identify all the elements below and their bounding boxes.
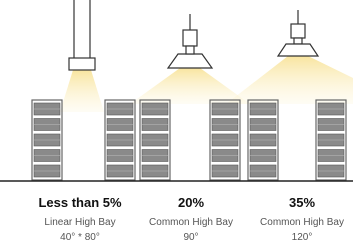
beam-narrow: [60, 70, 104, 112]
lamp-neck: [294, 38, 302, 44]
fixture: Common High Bay: [149, 217, 233, 228]
lamp-reflector: [278, 44, 318, 56]
lamp-body: [291, 24, 305, 38]
fixture: Common High Bay: [260, 217, 344, 228]
lamps: [69, 0, 318, 70]
lamp-reflector: [168, 54, 212, 68]
lamp-body: [183, 30, 197, 46]
infographic: Less than 5% Linear High Bay 40° * 80° 2…: [0, 0, 353, 252]
angle: 90°: [183, 232, 198, 243]
share: 35%: [289, 195, 315, 210]
beam-120: [226, 56, 353, 104]
share: Less than 5%: [38, 195, 122, 210]
angle: 120°: [292, 232, 313, 243]
share: 20%: [178, 195, 204, 210]
beam-90: [130, 68, 250, 104]
angle: 40° * 80°: [60, 232, 100, 243]
fixture: Linear High Bay: [44, 217, 115, 228]
linear-lamp: [69, 58, 95, 70]
lamp-neck: [186, 46, 194, 54]
page: Less than 5% Linear High Bay 40° * 80° 2…: [0, 0, 353, 252]
